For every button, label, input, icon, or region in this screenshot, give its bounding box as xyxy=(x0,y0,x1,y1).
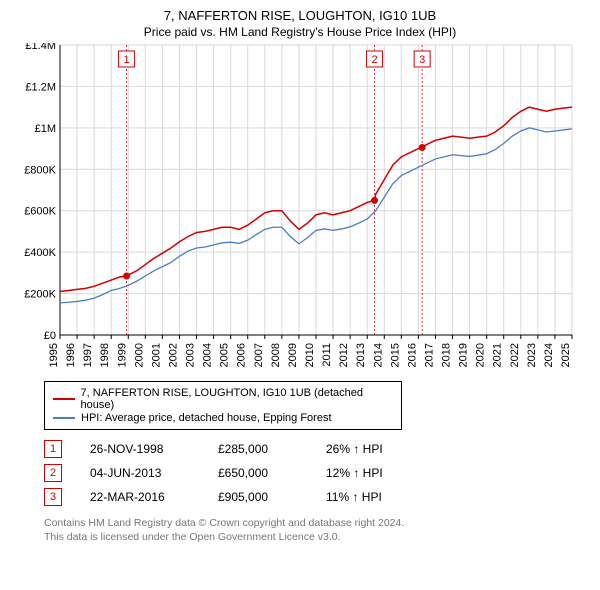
price-chart: £0 £200K £400K £600K £800K £1M £1.2M £1.4M 1995 1… xyxy=(20,43,580,373)
svg-text:2012: 2012 xyxy=(338,343,350,367)
svg-text:1999: 1999 xyxy=(116,343,128,367)
event-delta: 12% ↑ HPI xyxy=(326,466,383,480)
event-date: 22-MAR-2016 xyxy=(90,490,190,504)
svg-text:£200K: £200K xyxy=(24,289,56,301)
svg-text:2014: 2014 xyxy=(372,343,384,367)
svg-text:2003: 2003 xyxy=(185,343,197,367)
svg-text:2008: 2008 xyxy=(270,343,282,367)
svg-text:£1.4M: £1.4M xyxy=(25,43,56,52)
svg-text:2007: 2007 xyxy=(253,343,265,367)
svg-text:2010: 2010 xyxy=(304,343,316,367)
svg-text:£600K: £600K xyxy=(24,206,56,218)
svg-text:£0: £0 xyxy=(44,330,56,342)
legend-item: 7, NAFFERTON RISE, LOUGHTON, IG10 1UB (d… xyxy=(53,387,393,411)
svg-text:2009: 2009 xyxy=(287,343,299,367)
svg-text:1996: 1996 xyxy=(65,343,77,367)
svg-text:2013: 2013 xyxy=(355,343,367,367)
chart-legend: 7, NAFFERTON RISE, LOUGHTON, IG10 1UB (d… xyxy=(44,381,402,430)
legend-label: 7, NAFFERTON RISE, LOUGHTON, IG10 1UB (d… xyxy=(81,387,393,411)
event-row: 2 04-JUN-2013 £650,000 12% ↑ HPI xyxy=(44,464,600,482)
footer-line: Contains HM Land Registry data © Crown c… xyxy=(44,516,600,530)
event-table: 1 26-NOV-1998 £285,000 26% ↑ HPI 2 04-JU… xyxy=(44,440,600,506)
event-row: 3 22-MAR-2016 £905,000 11% ↑ HPI xyxy=(44,488,600,506)
legend-item: HPI: Average price, detached house, Eppi… xyxy=(53,412,393,424)
svg-text:2001: 2001 xyxy=(150,343,162,367)
event-price: £650,000 xyxy=(218,466,298,480)
event-delta: 26% ↑ HPI xyxy=(326,442,383,456)
svg-text:1998: 1998 xyxy=(99,343,111,367)
legend-label: HPI: Average price, detached house, Eppi… xyxy=(81,412,332,424)
svg-text:2025: 2025 xyxy=(560,343,572,367)
svg-text:2018: 2018 xyxy=(441,343,453,367)
legend-swatch xyxy=(53,398,75,400)
svg-text:£1M: £1M xyxy=(35,123,56,135)
svg-text:2020: 2020 xyxy=(475,343,487,367)
event-badge: 1 xyxy=(44,440,62,458)
page-title: 7, NAFFERTON RISE, LOUGHTON, IG10 1UB xyxy=(0,0,600,23)
page-subtitle: Price paid vs. HM Land Registry's House … xyxy=(0,23,600,43)
event-price: £285,000 xyxy=(218,442,298,456)
svg-text:£400K: £400K xyxy=(24,247,56,259)
svg-text:2011: 2011 xyxy=(321,343,333,367)
svg-text:2006: 2006 xyxy=(236,343,248,367)
svg-text:2000: 2000 xyxy=(133,343,145,367)
event-delta: 11% ↑ HPI xyxy=(326,490,382,504)
svg-text:2: 2 xyxy=(371,54,377,66)
svg-text:2023: 2023 xyxy=(526,343,538,367)
svg-text:2021: 2021 xyxy=(492,343,504,367)
svg-text:1: 1 xyxy=(123,54,129,66)
svg-text:1995: 1995 xyxy=(48,343,60,367)
svg-text:2002: 2002 xyxy=(167,343,179,367)
event-badge: 3 xyxy=(44,488,62,506)
footer-line: This data is licensed under the Open Gov… xyxy=(44,530,600,544)
attribution-footer: Contains HM Land Registry data © Crown c… xyxy=(44,516,600,544)
svg-text:£1.2M: £1.2M xyxy=(25,81,56,93)
svg-text:2005: 2005 xyxy=(219,343,231,367)
svg-text:2016: 2016 xyxy=(406,343,418,367)
svg-text:£800K: £800K xyxy=(24,164,56,176)
svg-text:3: 3 xyxy=(419,54,425,66)
svg-text:2015: 2015 xyxy=(389,343,401,367)
event-price: £905,000 xyxy=(218,490,298,504)
svg-text:2004: 2004 xyxy=(202,343,214,367)
svg-text:2022: 2022 xyxy=(509,343,521,367)
event-row: 1 26-NOV-1998 £285,000 26% ↑ HPI xyxy=(44,440,600,458)
event-date: 26-NOV-1998 xyxy=(90,442,190,456)
event-badge: 2 xyxy=(44,464,62,482)
legend-swatch xyxy=(53,417,75,419)
svg-text:1997: 1997 xyxy=(82,343,94,367)
svg-text:2019: 2019 xyxy=(458,343,470,367)
event-date: 04-JUN-2013 xyxy=(90,466,190,480)
svg-text:2017: 2017 xyxy=(423,343,435,367)
svg-text:2024: 2024 xyxy=(543,343,555,367)
